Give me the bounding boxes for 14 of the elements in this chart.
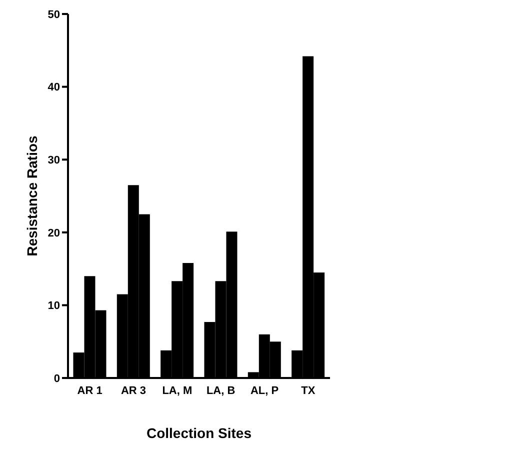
y-tick-label: 0 bbox=[54, 372, 60, 385]
x-tick-label: LA, B bbox=[206, 384, 236, 397]
x-tick-label: AR 1 bbox=[77, 384, 102, 397]
y-axis-title: Resistance Ratios bbox=[24, 135, 40, 256]
x-tick-label: AL, P bbox=[250, 384, 279, 397]
y-tick-label: 20 bbox=[48, 227, 60, 240]
y-tick-label: 30 bbox=[48, 154, 60, 167]
x-tick-label: AR 3 bbox=[120, 384, 146, 397]
y-tick-label: 40 bbox=[48, 82, 60, 94]
x-axis-title: Collection Sites bbox=[146, 425, 252, 441]
y-tick-label: 50 bbox=[48, 8, 60, 21]
x-tick-label: TX bbox=[301, 384, 316, 397]
y-tick-label: 10 bbox=[48, 300, 60, 312]
x-tick-label: LA, M bbox=[162, 384, 192, 397]
